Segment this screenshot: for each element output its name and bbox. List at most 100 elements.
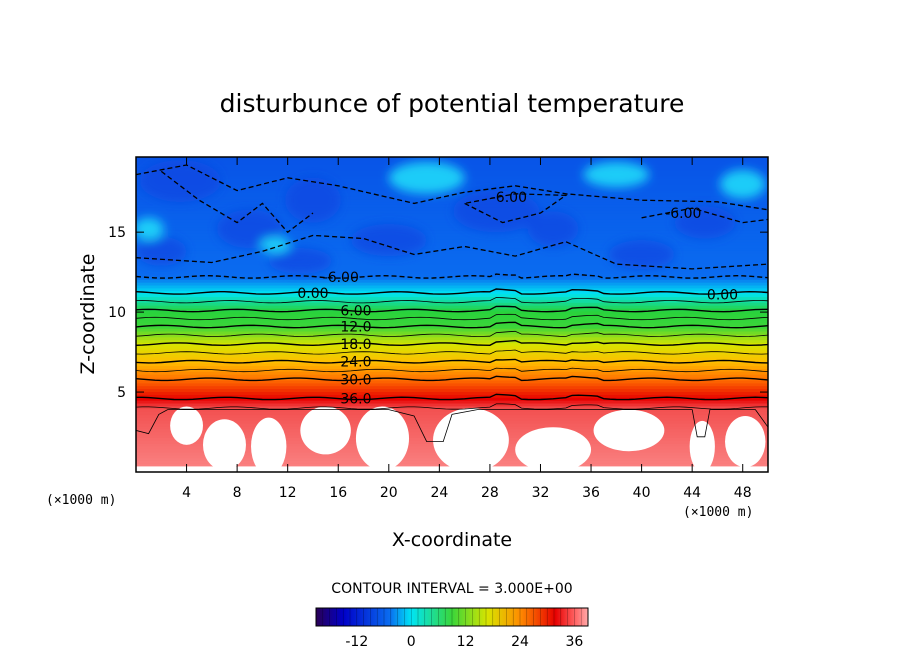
- field-band: [136, 247, 768, 251]
- contour-line: [136, 330, 768, 337]
- x-tick-label: 8: [233, 485, 242, 501]
- y-tick-label: 5: [117, 385, 126, 401]
- contour-line: [136, 358, 768, 364]
- field-band: [136, 210, 768, 214]
- field-band: [136, 302, 768, 306]
- field-band: [136, 322, 768, 326]
- colorbar-tick-label: -12: [345, 634, 368, 650]
- contour-labels: -6.00-6.00-6.000.00 0.006.0012.018.024.03…: [297, 190, 738, 407]
- contour-line: [136, 367, 768, 373]
- field-band: [136, 394, 768, 398]
- field-band: [136, 307, 768, 312]
- contour-line: [136, 288, 768, 295]
- field-band: [136, 276, 768, 280]
- x-tick-label: 32: [532, 485, 550, 501]
- field-band: [136, 235, 768, 240]
- contour-line: [136, 313, 768, 321]
- field-gap: [515, 427, 592, 472]
- contour-line: [136, 164, 768, 211]
- field-band: [136, 299, 768, 303]
- field-band: [136, 402, 768, 407]
- field-band: [136, 212, 768, 217]
- contour-label: -6.00: [665, 206, 701, 222]
- field-band: [136, 256, 768, 260]
- colorbar-ticks: -12 0 12 24 36: [345, 634, 583, 650]
- x-tick-label: 16: [329, 485, 347, 501]
- contour-label: 6.00: [340, 304, 371, 320]
- field-band: [136, 342, 768, 346]
- field-band: [136, 405, 768, 410]
- field-band: [136, 204, 768, 208]
- x-tick-label: 36: [582, 485, 600, 501]
- colorbar-tick-label: 0: [407, 634, 416, 650]
- field-band: [136, 270, 768, 275]
- y-axis-ticks: 5 10 15: [108, 225, 768, 401]
- field-band: [136, 319, 768, 323]
- field-band: [136, 264, 768, 269]
- cold-patch: [608, 240, 675, 269]
- field-band: [136, 351, 768, 355]
- field-band: [136, 408, 768, 413]
- field-band: [136, 215, 768, 220]
- contour-line: [136, 234, 768, 270]
- field-gap: [355, 406, 410, 471]
- field-band: [136, 385, 768, 390]
- contour-label: 12.0: [340, 319, 371, 335]
- field-band: [136, 296, 768, 300]
- field-band: [136, 238, 768, 243]
- field-band: [136, 336, 768, 341]
- contour-line: [464, 193, 568, 224]
- field-band: [136, 207, 768, 211]
- field-band: [136, 333, 768, 338]
- contour-line: [136, 297, 768, 304]
- contour-label: 30.0: [340, 372, 371, 388]
- field-band: [136, 284, 768, 289]
- x-tick-label: 12: [279, 485, 297, 501]
- field-band: [136, 348, 768, 352]
- field-band: [136, 359, 768, 364]
- field-band: [136, 356, 768, 361]
- cold-patch: [285, 177, 341, 223]
- field-gap: [136, 466, 768, 472]
- field-band: [136, 267, 768, 272]
- contour-label: -6.00: [323, 270, 359, 286]
- field-band: [136, 388, 768, 393]
- x-tick-label: 44: [683, 485, 701, 501]
- y-axis-label: Z-coordinate: [77, 254, 99, 375]
- field-band: [136, 201, 768, 205]
- cold-patch: [136, 236, 187, 266]
- contour-label: 18.0: [340, 337, 371, 353]
- field-band: [136, 365, 768, 369]
- field-band: [136, 227, 768, 231]
- field-band: [136, 158, 768, 162]
- contour-line: [136, 403, 768, 410]
- field-band: [136, 224, 768, 228]
- contour-label: 0.00: [707, 288, 738, 304]
- warm-patch: [583, 161, 650, 188]
- field-band: [136, 371, 768, 375]
- field-band: [136, 218, 768, 223]
- field-band: [136, 374, 768, 378]
- colorbar-stripes: [315, 608, 589, 626]
- field-band: [136, 189, 768, 194]
- field-band: [136, 233, 768, 237]
- contour-lines: [136, 164, 768, 442]
- contour-line: [136, 349, 768, 355]
- field-band: [136, 241, 768, 246]
- field-band: [136, 221, 768, 226]
- contour-line: [136, 409, 768, 442]
- field-gap: [433, 408, 509, 472]
- cold-patch: [350, 224, 427, 257]
- y-tick-label: 15: [108, 225, 126, 241]
- field-band: [136, 345, 768, 349]
- field-band: [136, 198, 768, 203]
- x-tick-label: 24: [430, 485, 448, 501]
- field-band: [136, 261, 768, 266]
- temperature-field: [136, 157, 768, 472]
- field-band: [136, 330, 768, 335]
- warm-patch: [259, 236, 291, 253]
- cold-patch: [268, 248, 332, 274]
- field-band: [136, 362, 768, 367]
- field-band: [136, 400, 768, 404]
